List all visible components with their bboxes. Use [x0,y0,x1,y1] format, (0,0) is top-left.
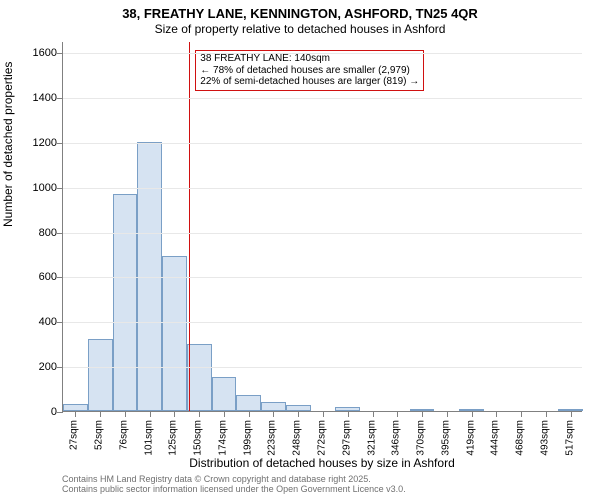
y-tick [57,367,63,368]
x-tick-label: 493sqm [539,420,550,456]
x-tick-label: 52sqm [94,420,105,450]
bar [212,377,237,411]
x-tick [199,411,200,417]
gridline [63,367,582,368]
y-tick-label: 400 [39,316,57,328]
x-tick [125,411,126,417]
x-tick-label: 370sqm [416,420,427,456]
bar [63,404,88,411]
x-tick [249,411,250,417]
y-tick [57,143,63,144]
x-tick-label: 444sqm [490,420,501,456]
annotation-box: 38 FREATHY LANE: 140sqm ← 78% of detache… [195,50,424,91]
gridline [63,98,582,99]
x-tick [100,411,101,417]
x-tick-label: 468sqm [515,420,526,456]
x-tick [546,411,547,417]
x-tick-label: 199sqm [242,420,253,456]
gridline [63,188,582,189]
x-tick-label: 27sqm [69,420,80,450]
x-tick [496,411,497,417]
y-tick [57,53,63,54]
x-tick [150,411,151,417]
y-tick-label: 600 [39,271,57,283]
y-tick-label: 1400 [33,92,57,104]
x-tick-label: 346sqm [391,420,402,456]
y-axis-label: Number of detached properties [1,62,15,227]
plot-area: 38 FREATHY LANE: 140sqm ← 78% of detache… [62,42,582,412]
x-tick-label: 297sqm [341,420,352,456]
x-tick-label: 272sqm [317,420,328,456]
x-tick [174,411,175,417]
title-line1: 38, FREATHY LANE, KENNINGTON, ASHFORD, T… [0,6,600,21]
x-tick-label: 223sqm [267,420,278,456]
x-tick [472,411,473,417]
y-tick [57,188,63,189]
y-tick [57,322,63,323]
x-tick [571,411,572,417]
bar [113,194,138,412]
x-axis-label: Distribution of detached houses by size … [62,456,582,470]
footer-line2: Contains public sector information licen… [62,484,406,494]
y-tick-label: 1200 [33,137,57,149]
footer: Contains HM Land Registry data © Crown c… [62,474,406,495]
bar [162,256,187,411]
y-tick-label: 800 [39,227,57,239]
x-tick-label: 174sqm [217,420,228,456]
x-tick [373,411,374,417]
bar [88,339,113,411]
x-tick [224,411,225,417]
footer-line1: Contains HM Land Registry data © Crown c… [62,474,406,484]
bar [261,402,286,411]
x-tick-label: 125sqm [168,420,179,456]
gridline [63,143,582,144]
x-tick-label: 76sqm [118,420,129,450]
chart-container: 38, FREATHY LANE, KENNINGTON, ASHFORD, T… [0,0,600,500]
y-tick [57,412,63,413]
x-tick [75,411,76,417]
y-tick-label: 1000 [33,182,57,194]
x-tick-label: 419sqm [465,420,476,456]
x-tick-label: 517sqm [564,420,575,456]
y-tick-label: 1600 [33,47,57,59]
bar [236,395,261,411]
x-tick [422,411,423,417]
y-tick-label: 200 [39,361,57,373]
annotation-line1: 38 FREATHY LANE: 140sqm [200,53,419,65]
x-tick [521,411,522,417]
x-tick [273,411,274,417]
annotation-line2: ← 78% of detached houses are smaller (2,… [200,65,419,77]
bar [187,344,212,411]
gridline [63,277,582,278]
x-tick [298,411,299,417]
x-tick [323,411,324,417]
x-tick [397,411,398,417]
gridline [63,53,582,54]
x-tick-label: 101sqm [143,420,154,456]
gridline [63,322,582,323]
x-tick-label: 321sqm [366,420,377,456]
x-tick-label: 248sqm [292,420,303,456]
y-tick [57,277,63,278]
y-tick-label: 0 [51,406,57,418]
x-tick-label: 395sqm [440,420,451,456]
y-tick [57,98,63,99]
bar [137,142,162,411]
y-tick [57,233,63,234]
x-tick [348,411,349,417]
annotation-line3: 22% of semi-detached houses are larger (… [200,76,419,88]
title-line2: Size of property relative to detached ho… [0,22,600,36]
x-tick [447,411,448,417]
x-tick-label: 150sqm [193,420,204,456]
gridline [63,233,582,234]
